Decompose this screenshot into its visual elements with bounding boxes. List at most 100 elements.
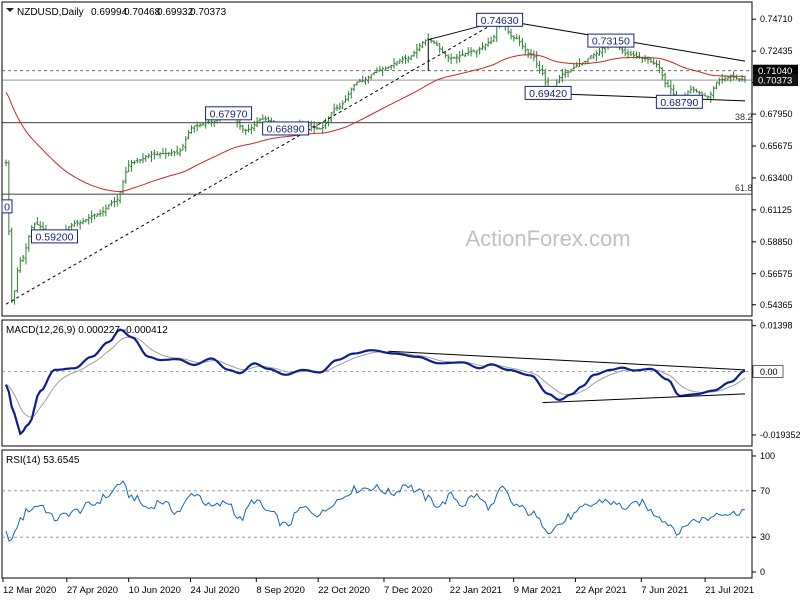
rsi-label: RSI(14) 53.6545 (6, 455, 80, 466)
price-bar (523, 42, 527, 56)
price-bar (629, 50, 633, 56)
price-bar (244, 128, 248, 136)
level-label-text: 0.73150 (592, 36, 630, 48)
price-header: NZDUSD,Daily 0.69994 0.70468 0.69932 0.7… (6, 7, 227, 18)
price-axis-label: 0.65675 (760, 141, 793, 151)
time-axis-label: 22 Apr 2021 (575, 585, 626, 596)
price-bar (195, 121, 199, 132)
price-axis-label: 0.74710 (760, 14, 793, 24)
price-bar (346, 91, 350, 102)
price-bar (395, 61, 399, 67)
level-label: 0.69420 (524, 85, 572, 100)
price-bar (381, 66, 385, 77)
price-bar (652, 57, 656, 65)
price-bar (152, 149, 156, 160)
time-axis: 12 Mar 2020 27 Apr 2020 10 Jun 2020 24 Jul … (2, 578, 754, 596)
price-bar (16, 267, 19, 293)
price-bar (101, 206, 105, 217)
macd-axis-label: -0.019352 (760, 430, 800, 440)
time-axis-label: 21 Jul 2021 (705, 585, 754, 596)
current-price-tag: 0.71040 (753, 64, 798, 77)
level-labels: 0.74630 0.73150 0.69420 0.68790 0.67970 0.668… (1, 12, 703, 244)
price-bar (135, 157, 139, 164)
level-label-box (1, 199, 13, 214)
price-bar (518, 35, 521, 47)
price-bar (175, 145, 179, 156)
price-bar (315, 122, 319, 131)
price-bar (449, 53, 453, 64)
price-bar (35, 217, 39, 226)
price-bar (529, 48, 533, 59)
price-bar (415, 43, 419, 59)
price-bar (455, 53, 459, 64)
price-bar (418, 42, 422, 52)
macd-panel (1, 319, 753, 447)
price-bar (461, 49, 464, 56)
price-bar (452, 56, 456, 59)
price-bars (4, 17, 747, 305)
price-bar (127, 160, 131, 172)
ema-line (5, 54, 746, 193)
price-bar (329, 112, 333, 124)
price-bar (392, 58, 396, 69)
price-bar (666, 80, 670, 88)
ema-line-path (5, 54, 746, 193)
price-bar (444, 51, 447, 59)
price-bar (341, 100, 345, 110)
macd-label: MACD(12,26,9) 0.000227 -0.000412 (6, 325, 168, 336)
level-label-box (655, 94, 703, 109)
price-bar (167, 152, 171, 157)
rsi-axis-label: 30 (760, 532, 770, 542)
time-axis-label: 27 Apr 2020 (67, 585, 118, 596)
price-bar (130, 159, 133, 172)
price-bar (438, 43, 442, 54)
price-bar (335, 104, 339, 112)
price-bar (4, 159, 8, 166)
price-bar (595, 50, 599, 62)
level-label-text: 0.68790 (660, 97, 698, 109)
rsi-axis-label: 100 (760, 451, 775, 461)
price-bar (543, 68, 547, 87)
price-bar (435, 40, 439, 47)
price-bar (190, 125, 193, 134)
price-bar (124, 166, 128, 184)
price-bar (261, 114, 265, 120)
price-bar (709, 91, 713, 103)
price-bar (384, 66, 387, 71)
price-bar (421, 41, 424, 49)
price-bar (361, 75, 365, 83)
price-axis-label: 0.67950 (760, 109, 793, 119)
price-bar (535, 51, 539, 69)
price-bar (389, 64, 393, 70)
price-bar (735, 74, 738, 80)
macd-trendline (542, 393, 746, 404)
price-bar (21, 255, 25, 263)
time-axis-label: 10 Jun 2020 (129, 585, 181, 596)
price-bar (210, 120, 213, 127)
price-bar (358, 78, 362, 83)
price-bar (332, 103, 336, 117)
macd-main-line (4, 328, 746, 436)
price-bar (132, 160, 136, 165)
price-bar (121, 179, 125, 194)
price-bar (378, 66, 382, 72)
price-bar (178, 147, 182, 157)
price-bar (737, 78, 741, 82)
price-bar (27, 234, 31, 252)
price-bar (95, 212, 99, 217)
price-bar (349, 87, 353, 99)
rsi-axis-label: 70 (760, 486, 770, 496)
price-bar (144, 155, 148, 162)
price-bar (729, 74, 733, 82)
price-bar (375, 67, 379, 74)
level-label: 0.68790 (655, 94, 703, 109)
price-bar (466, 47, 470, 56)
price-bar (406, 56, 410, 63)
price-bar (489, 36, 493, 45)
time-axis-label: 12 Mar 2020 (3, 585, 56, 596)
price-bar (569, 68, 573, 73)
price-bar (161, 148, 165, 155)
price-bar (424, 39, 427, 46)
